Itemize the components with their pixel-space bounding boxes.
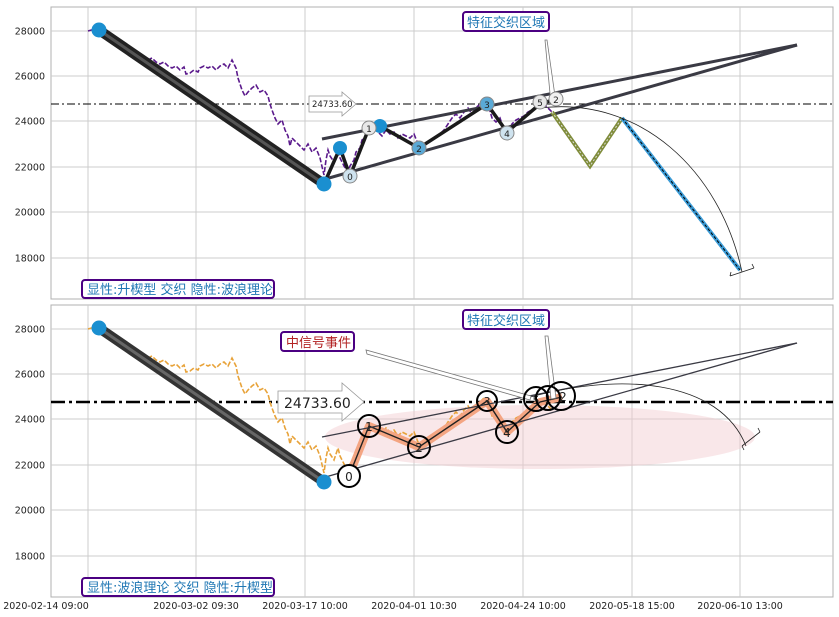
x-tick-label: 2020-04-01 10:30 xyxy=(371,601,457,612)
top-price-label: 24733.60 xyxy=(312,100,353,110)
svg-text:5: 5 xyxy=(537,99,543,109)
bottom-event-arrow xyxy=(365,349,532,401)
bottom-zone-box: 特征交织区域 xyxy=(462,309,550,330)
top-y-tick-labels: 18000 20000 22000 24000 26000 28000 xyxy=(15,27,45,265)
bottom-panel: 18000 20000 22000 24000 26000 28000 xyxy=(15,304,834,598)
svg-text:2: 2 xyxy=(415,441,423,455)
top-wave-label: 0 xyxy=(342,168,358,184)
top-thick-trend-core xyxy=(98,28,325,186)
top-wave-label: 2 xyxy=(411,140,427,156)
svg-text:4: 4 xyxy=(503,426,511,440)
top-node xyxy=(333,141,347,155)
svg-text:1: 1 xyxy=(365,420,373,434)
bottom-node-low xyxy=(316,474,332,490)
y-tick-label: 20000 xyxy=(15,506,45,517)
bottom-wave-label: 1 xyxy=(357,414,381,438)
bottom-label-top: 特征交织区域 xyxy=(467,313,545,329)
svg-text:2: 2 xyxy=(416,145,422,155)
svg-text:2: 2 xyxy=(553,96,559,106)
top-node-start xyxy=(91,22,107,38)
y-tick-label: 18000 xyxy=(15,552,45,563)
svg-text:1: 1 xyxy=(366,125,372,135)
bottom-y-tick-labels: 18000 20000 22000 24000 26000 28000 xyxy=(15,325,45,563)
top-label-box: 显性:升楔型 交织 隐性:波浪理论 xyxy=(81,279,275,299)
top-wave-label: 3 xyxy=(479,96,495,112)
top-node xyxy=(373,119,387,133)
svg-text:3: 3 xyxy=(484,395,491,408)
top-wave-label: 2 xyxy=(548,91,564,107)
bottom-arc-end xyxy=(741,427,761,451)
y-tick-label: 26000 xyxy=(15,370,45,381)
x-tick-label: 2020-02-14 09:00 xyxy=(3,601,89,612)
svg-text:0: 0 xyxy=(345,470,353,484)
bottom-node-start xyxy=(91,320,107,336)
top-label-bottom: 显性:升楔型 交织 隐性:波浪理论 xyxy=(87,282,273,298)
bottom-label-bottom: 显性:波浪理论 交织 隐性:升楔型 xyxy=(87,580,273,596)
bottom-wave-label: 2 xyxy=(407,435,431,459)
top-plot-frame xyxy=(50,6,834,300)
bottom-wave-label: 4 xyxy=(495,420,519,444)
bottom-wave-path xyxy=(348,396,563,477)
bottom-gridlines xyxy=(51,305,833,597)
y-tick-label: 28000 xyxy=(15,325,45,336)
svg-text:3: 3 xyxy=(484,101,490,111)
top-wedge-line xyxy=(321,43,798,141)
top-label-top: 特征交织区域 xyxy=(467,15,545,31)
x-tick-label: 2020-03-02 09:30 xyxy=(153,601,239,612)
y-tick-label: 28000 xyxy=(15,27,45,38)
top-node-low xyxy=(316,176,332,192)
top-wave-label: 4 xyxy=(499,125,515,141)
svg-text:0: 0 xyxy=(347,173,353,183)
top-gridlines xyxy=(51,7,833,299)
top-projection-olive-dash xyxy=(551,111,623,167)
bottom-wave-label: 0 xyxy=(337,464,361,488)
y-tick-label: 22000 xyxy=(15,163,45,174)
y-tick-label: 22000 xyxy=(15,461,45,472)
top-arc-end xyxy=(729,263,755,277)
top-panel: 18000 20000 22000 24000 26000 28000 xyxy=(15,6,834,300)
top-price-arrow xyxy=(308,91,357,117)
x-tick-label: 2020-04-24 10:00 xyxy=(480,601,566,612)
x-tick-labels: 2020-02-14 09:00 2020-03-02 09:30 2020-03-… xyxy=(3,601,783,612)
bottom-thick-trend-core xyxy=(98,326,325,484)
top-arc xyxy=(539,106,743,273)
y-tick-label: 24000 xyxy=(15,117,45,128)
x-tick-label: 2020-03-17 10:00 xyxy=(262,601,348,612)
y-tick-label: 20000 xyxy=(15,208,45,219)
top-zone-box: 特征交织区域 xyxy=(462,11,550,32)
svg-text:2: 2 xyxy=(559,390,567,404)
bottom-label-event: 中信号事件 xyxy=(286,336,351,351)
bottom-wave-label: 2 xyxy=(546,381,576,411)
top-wedge-line xyxy=(321,43,798,182)
y-tick-label: 24000 xyxy=(15,415,45,426)
y-tick-label: 26000 xyxy=(15,72,45,83)
top-projection-blue-dash xyxy=(621,117,741,271)
bottom-highlight-area xyxy=(325,405,755,469)
bottom-wave-label: 3 xyxy=(476,390,498,412)
bottom-price-label: 24733.60 xyxy=(284,396,351,412)
y-tick-label: 18000 xyxy=(15,254,45,265)
bottom-plot-frame xyxy=(50,304,834,598)
x-tick-label: 2020-06-10 13:00 xyxy=(697,601,783,612)
bottom-event-box: 中信号事件 xyxy=(280,331,355,352)
bottom-label-box: 显性:波浪理论 交织 隐性:升楔型 xyxy=(81,577,275,597)
bottom-price-arrow xyxy=(277,382,365,422)
top-wave-label: 1 xyxy=(361,120,377,136)
svg-text:4: 4 xyxy=(504,130,510,140)
top-wave-label: 5 xyxy=(532,94,548,110)
x-tick-label: 2020-05-18 15:00 xyxy=(589,601,675,612)
top-wave-path xyxy=(322,97,557,185)
